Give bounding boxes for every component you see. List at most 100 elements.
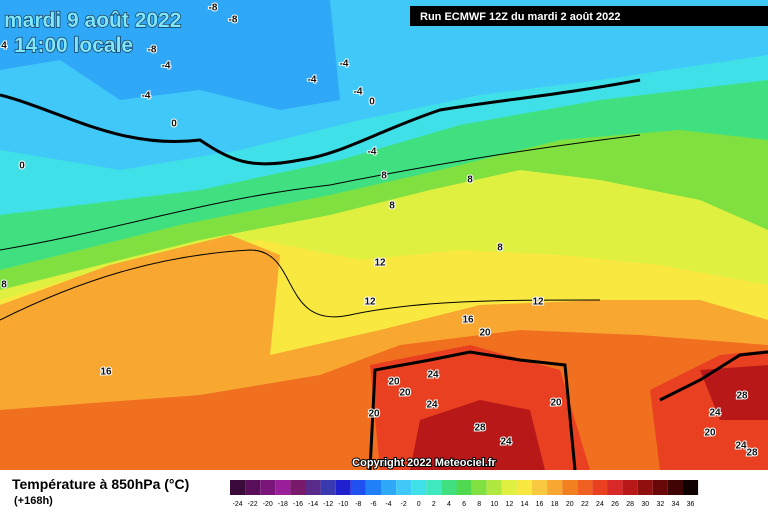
scale-swatch [230,480,246,495]
scale-label: 20 [566,501,574,508]
scale-label: -6 [370,501,376,508]
scale-label: 16 [536,501,544,508]
scale-swatch [426,480,442,495]
scale-label: 32 [656,501,664,508]
isotherm-label: 24 [427,370,439,381]
isotherm-label: 20 [550,398,562,409]
scale-swatch [592,480,608,495]
scale-swatch [547,480,563,495]
isotherm-label: 16 [462,315,474,326]
map-time: 14:00 locale [14,34,133,57]
scale-label: 14 [521,501,529,508]
map-field [0,0,768,471]
isotherm-label: 8 [497,243,503,254]
color-scale: -24 -22 -20 -18 -16 -14 -12 -10 -8 -6 -4 -2 0 2 4 6 8 10 1… [230,480,699,508]
scale-label: -14 [308,501,318,508]
scale-swatch [516,480,532,495]
isotherm-label: 28 [736,391,748,402]
scale-swatch [486,480,502,495]
scale-label: 0 [417,501,421,508]
scale-label: -24 [232,501,242,508]
scale-swatch [260,480,276,495]
isotherm-label: -4 [308,75,317,86]
scale-label: -22 [248,501,258,508]
scale-swatch [622,480,638,495]
isotherm-label: -4 [340,59,349,70]
isotherm-label: -4 [142,91,151,102]
scale-label: 8 [477,501,481,508]
scale-swatch [532,480,548,495]
scale-swatch [396,480,412,495]
isotherm-label: -4 [368,147,377,158]
scale-label: -20 [263,501,273,508]
scale-label: -16 [293,501,303,508]
isotherm-label: 20 [704,428,716,439]
scale-swatch [501,480,517,495]
isotherm-label: 0 [19,161,25,172]
isotherm-label: 8 [467,175,473,186]
scale-swatch [562,480,578,495]
scale-swatch [456,480,472,495]
isotherm-label: -8 [229,15,238,26]
run-box [410,6,768,26]
isotherm-label: 16 [100,367,112,378]
scale-label: 28 [626,501,634,508]
isotherm-label: 8 [1,280,7,291]
scale-label: 12 [505,501,513,508]
scale-swatch [411,480,427,495]
scale-swatch [350,480,366,495]
scale-label: 6 [462,501,466,508]
scale-swatch [607,480,623,495]
isotherm-label: -8 [209,3,218,14]
isotherm-label: 24 [426,400,438,411]
run-info: Run ECMWF 12Z du mardi 2 août 2022 [420,11,620,23]
isotherm-label: 24 [735,441,747,452]
scale-swatch [471,480,487,495]
scale-label: 10 [490,501,498,508]
isotherm-label: 20 [368,409,380,420]
isotherm-label: 12 [364,297,376,308]
scale-swatch [652,480,668,495]
scale-swatch [637,480,653,495]
scale-label: -2 [401,501,407,508]
scale-swatch [305,480,321,495]
scale-label: 24 [596,501,604,508]
scale-label: 36 [687,501,695,508]
isotherm-label: 12 [532,297,544,308]
scale-label: 18 [551,501,559,508]
scale-label: 4 [447,501,451,508]
scale-swatch [245,480,261,495]
scale-swatch [335,480,351,495]
scale-swatch [365,480,381,495]
scale-label: 30 [641,501,649,508]
isotherm-label: 4 [1,41,7,52]
isotherm-label: 20 [388,377,400,388]
scale-swatch [290,480,306,495]
scale-swatch [683,480,699,495]
scale-label: -12 [323,501,333,508]
scale-swatch [441,480,457,495]
isotherm-label: -4 [162,61,171,72]
isotherm-label: 28 [746,448,758,459]
scale-label: 22 [581,501,589,508]
scale-label: 2 [432,501,436,508]
isotherm-label: 12 [374,258,386,269]
scale-label: -18 [278,501,288,508]
scale-swatch [320,480,336,495]
isotherm-label: 0 [369,97,375,108]
isotherm-label: 24 [709,408,721,419]
scale-swatch [381,480,397,495]
copyright: Copyright 2022 Meteociel.fr [352,457,496,469]
isotherm-label: -8 [148,45,157,56]
scale-label: -8 [355,501,361,508]
scale-swatch [275,480,291,495]
isotherm-label: 8 [381,171,387,182]
map-date: mardi 9 août 2022 [4,9,181,32]
legend-title: Température à 850hPa (°C) [12,476,189,492]
isotherm-label: 8 [389,201,395,212]
scale-swatch [667,480,683,495]
isotherm-label: 20 [479,328,491,339]
isotherm-label: 24 [500,437,512,448]
